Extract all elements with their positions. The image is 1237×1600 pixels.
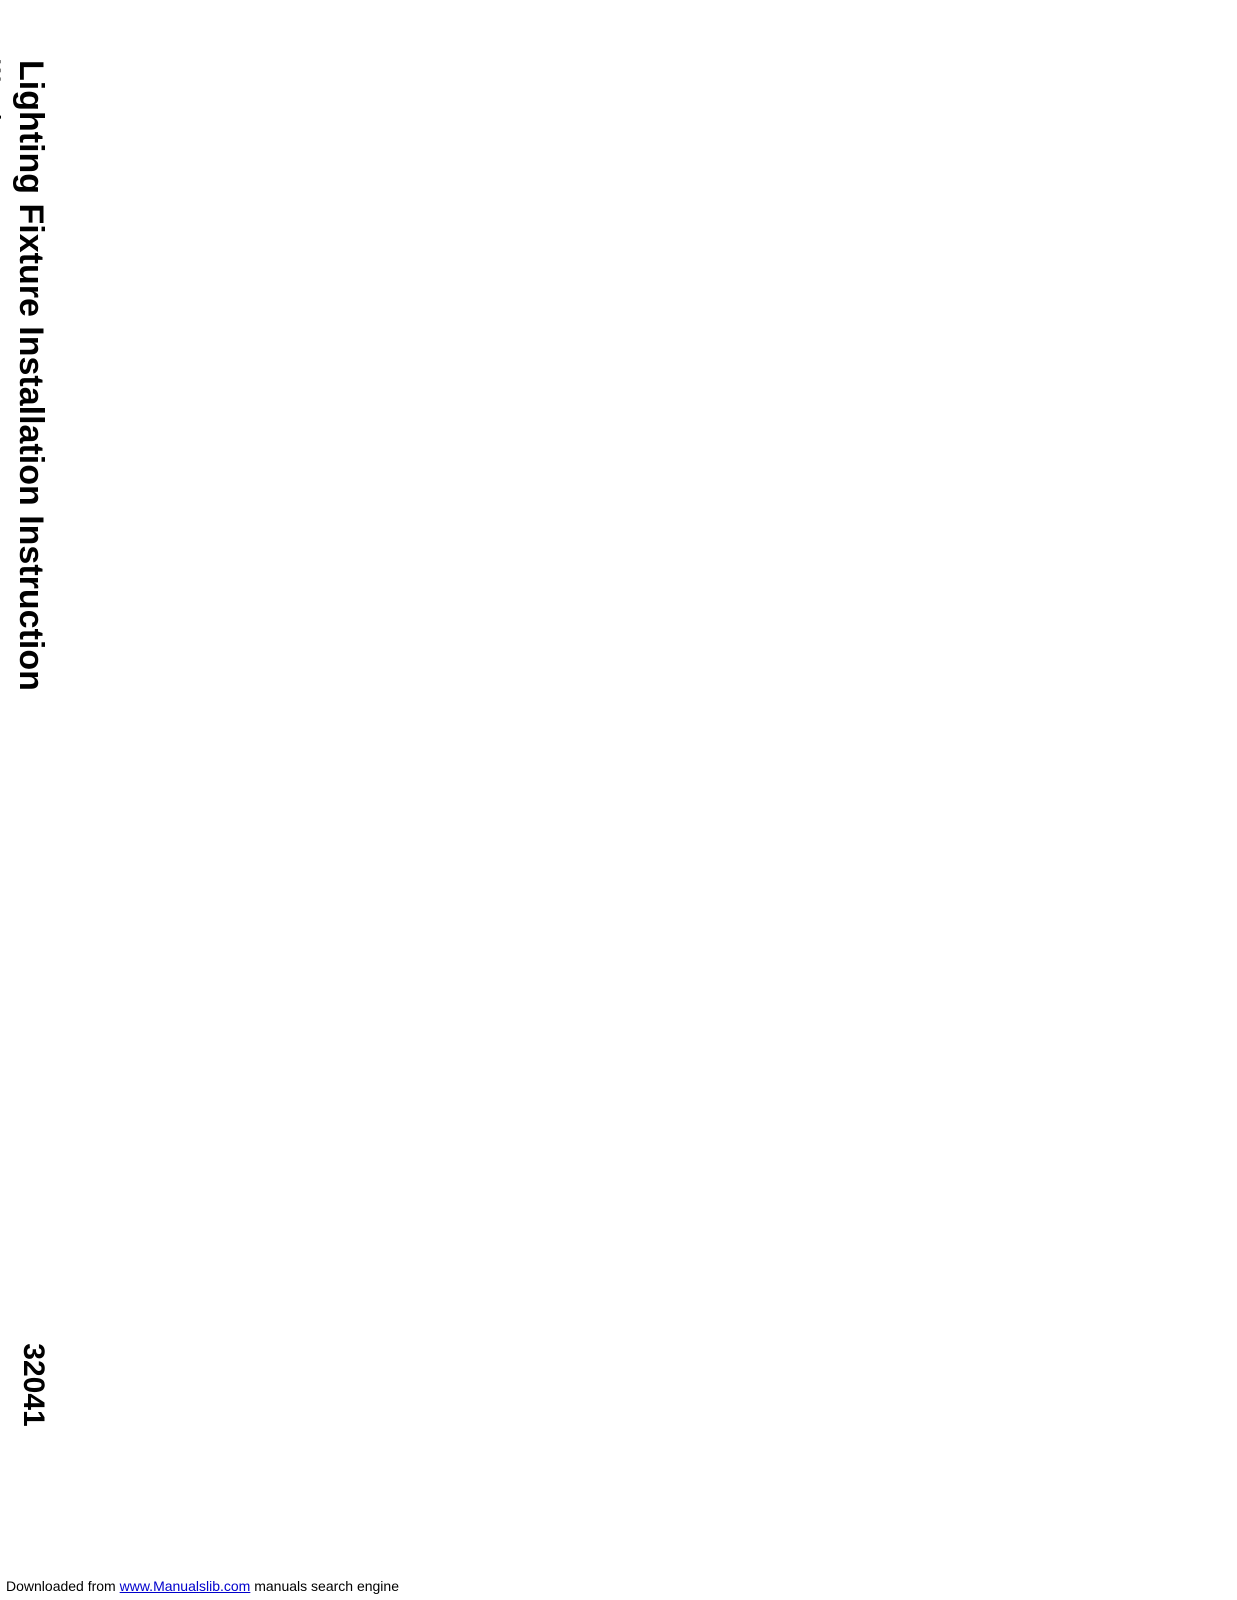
figure-column: 32041 (0, 980, 90, 1540)
footer-link[interactable]: www.Manualslib.com (120, 1578, 251, 1594)
model-number: 32041 (16, 1343, 50, 1426)
rotated-content: Lighting Fixture Installation Instructio… (0, 20, 90, 1550)
footer-suffix: manuals search engine (250, 1578, 399, 1594)
document-page: Lighting Fixture Installation Instructio… (90, 20, 1160, 1550)
content-row: Lighting Fixture Installation Instructio… (0, 20, 90, 1550)
page-title: Lighting Fixture Installation Instructio… (11, 60, 50, 940)
warning-heading: Warning: (0, 60, 5, 940)
footer-prefix: Downloaded from (6, 1578, 120, 1594)
text-column: Lighting Fixture Installation Instructio… (0, 20, 90, 950)
page-footer: Downloaded from www.Manualslib.com manua… (6, 1578, 399, 1594)
